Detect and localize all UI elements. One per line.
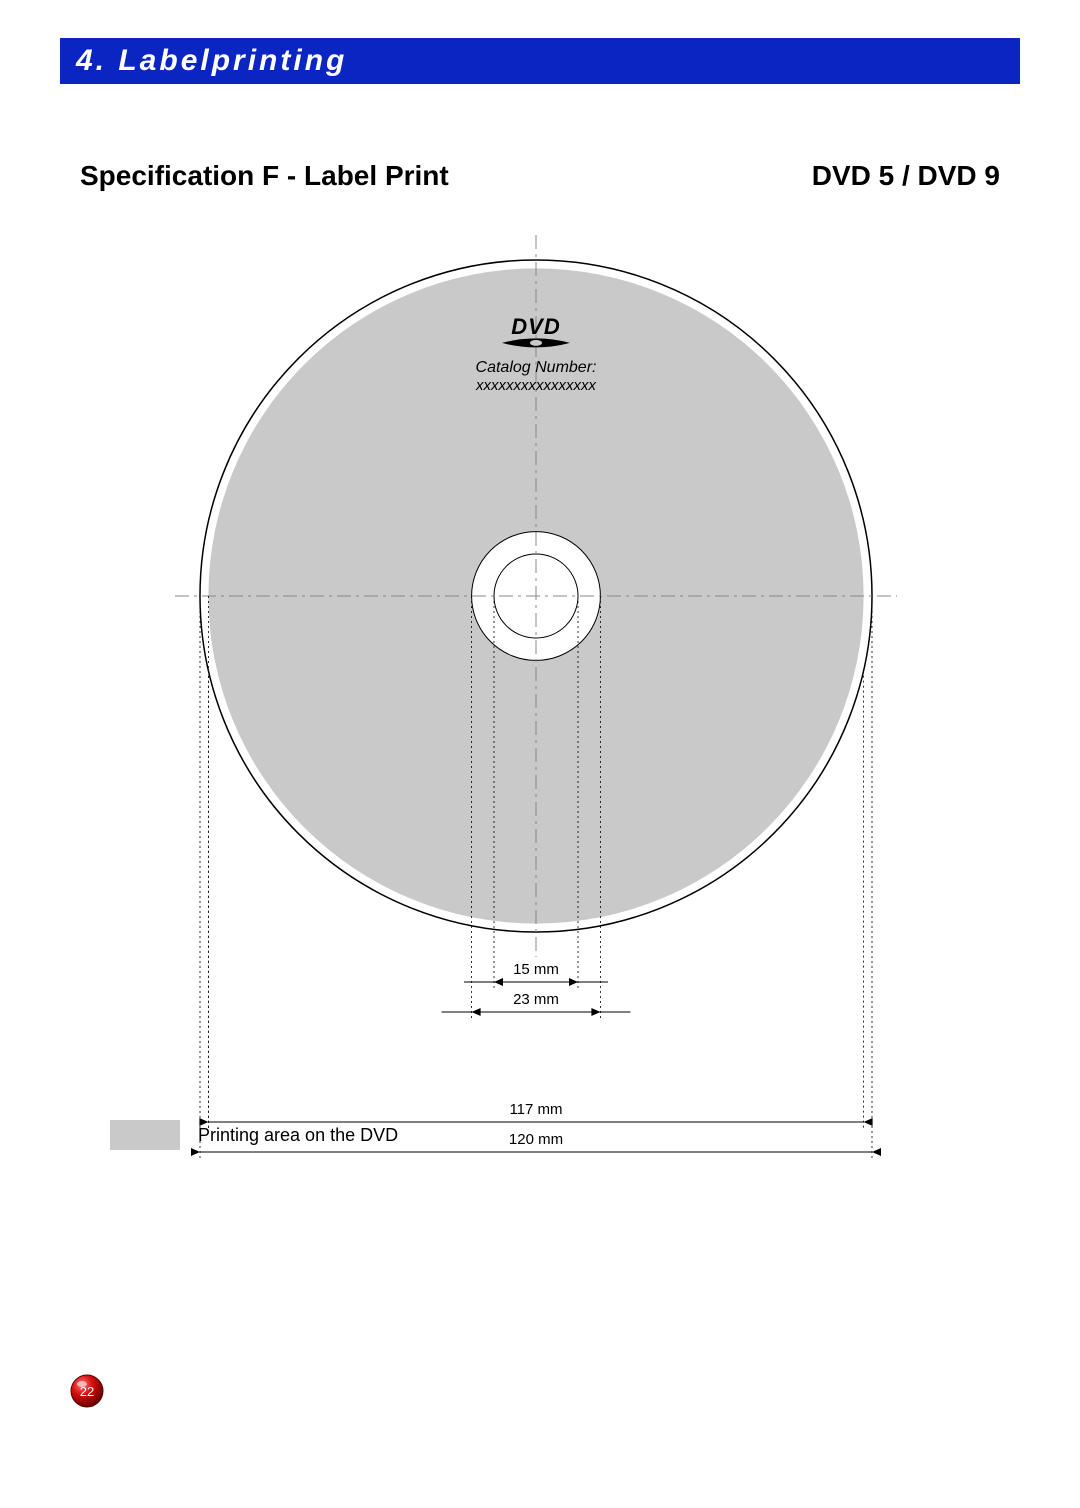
svg-text:Catalog Number:: Catalog Number: bbox=[476, 359, 597, 376]
section-header: 4. Labelprinting bbox=[60, 38, 1020, 84]
svg-text:DVD: DVD bbox=[511, 314, 560, 339]
page-number: 22 bbox=[70, 1374, 104, 1408]
svg-text:xxxxxxxxxxxxxxxx: xxxxxxxxxxxxxxxx bbox=[475, 377, 597, 394]
svg-text:15 mm: 15 mm bbox=[513, 961, 559, 978]
section-title: 4. Labelprinting bbox=[76, 44, 347, 78]
disc-svg: DVD Catalog Number:xxxxxxxxxxxxxxxx 15 mm 2… bbox=[140, 230, 932, 1187]
legend: Printing area on the DVD bbox=[110, 1120, 398, 1150]
subheader-row: Specification F - Label Print DVD 5 / DV… bbox=[80, 160, 1000, 192]
svg-text:120 mm: 120 mm bbox=[509, 1131, 563, 1148]
svg-text:117 mm: 117 mm bbox=[509, 1101, 562, 1118]
legend-label: Printing area on the DVD bbox=[198, 1125, 398, 1146]
legend-swatch bbox=[110, 1120, 180, 1150]
svg-text:23 mm: 23 mm bbox=[513, 991, 559, 1008]
page: 4. Labelprinting Specification F - Label… bbox=[0, 0, 1080, 1508]
media-format: DVD 5 / DVD 9 bbox=[812, 160, 1000, 192]
disc-diagram: DVD Catalog Number:xxxxxxxxxxxxxxxx 15 mm 2… bbox=[140, 230, 932, 1192]
spec-title: Specification F - Label Print bbox=[80, 160, 449, 192]
page-number-badge: 22 bbox=[70, 1374, 104, 1408]
